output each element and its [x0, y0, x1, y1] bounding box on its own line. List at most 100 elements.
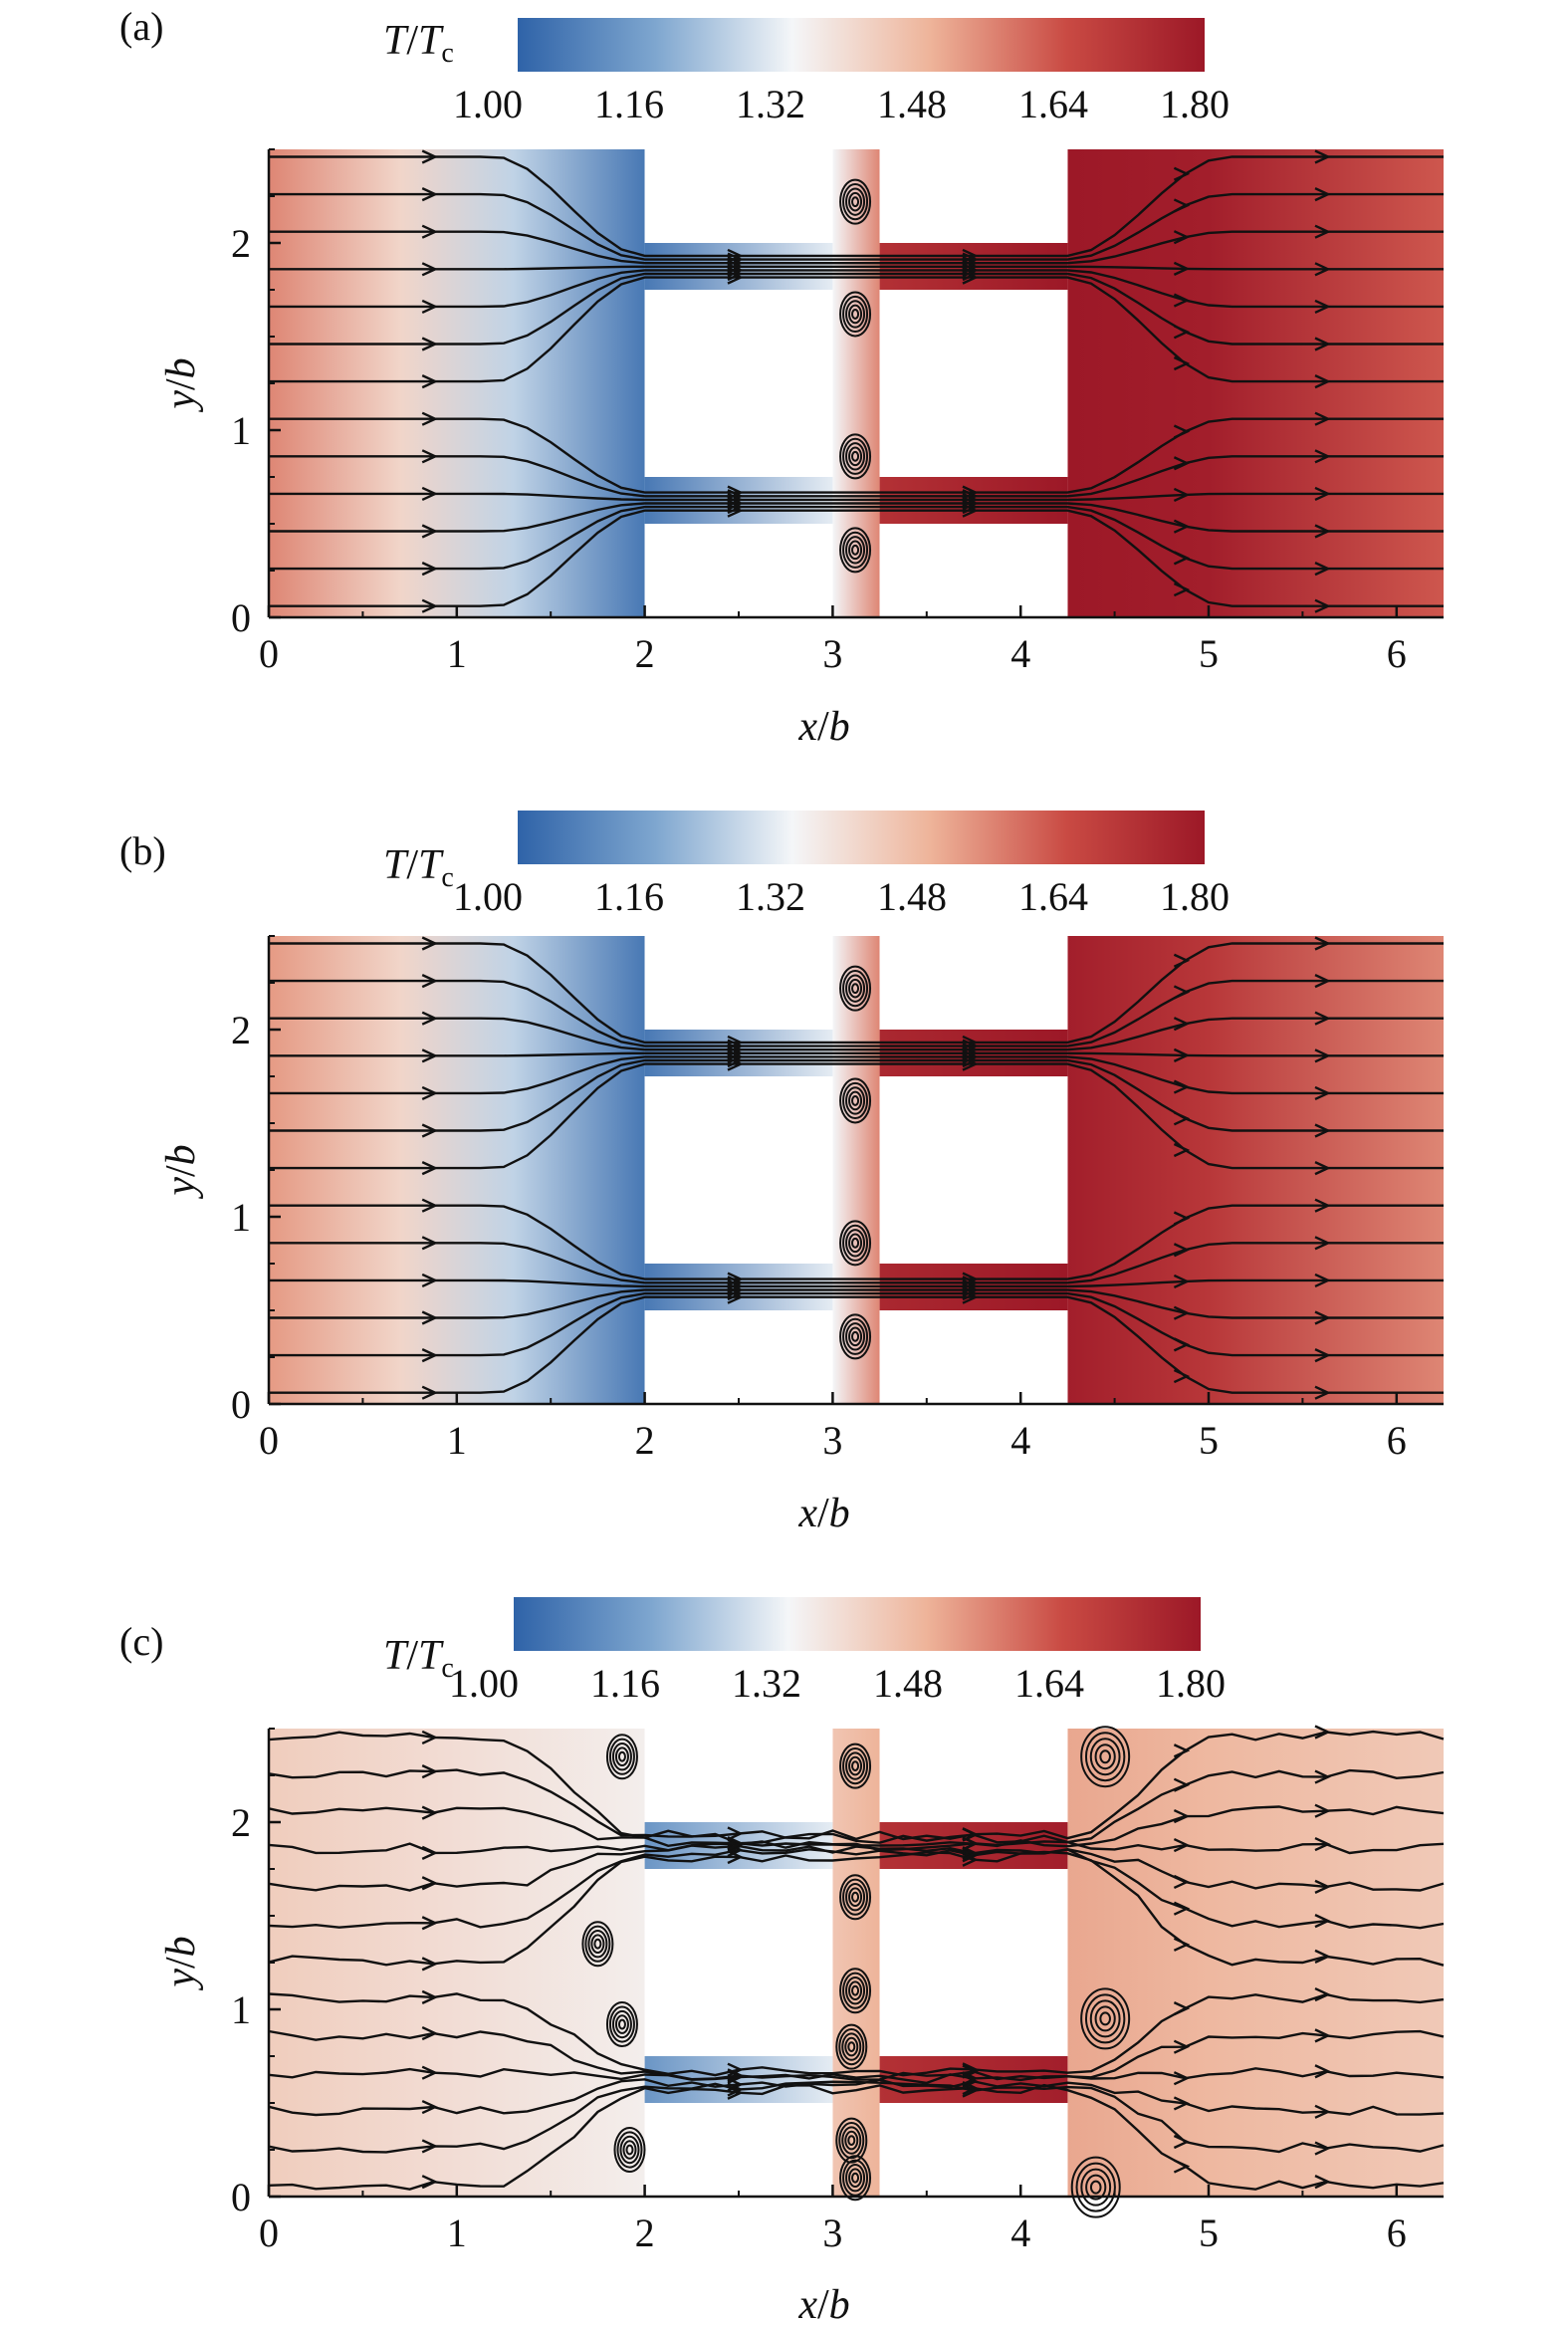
streamline-arrow — [1173, 551, 1191, 566]
streamline-arrow — [1314, 2141, 1331, 2156]
streamline-arrow — [1314, 1949, 1331, 1964]
streamline — [269, 979, 1444, 1047]
streamline-arrow — [1314, 1914, 1331, 1929]
streamline-arrow — [962, 248, 979, 264]
colorbar-title: T/Tc — [383, 1633, 454, 1684]
streamline — [269, 1058, 1444, 1132]
left-region — [269, 936, 645, 1404]
streamline-arrow — [421, 411, 439, 426]
streamline-arrow — [1173, 293, 1191, 308]
colorbar-tick-label: 1.32 — [736, 874, 805, 919]
streamline-arrow — [1173, 1874, 1191, 1890]
vortex — [839, 965, 872, 1012]
streamline-arrow — [421, 1123, 439, 1138]
streamline-arrow — [1314, 1837, 1331, 1852]
y-tick-label: 0 — [231, 595, 251, 640]
streamline-arrow — [1314, 562, 1331, 577]
streamline-arrow — [1314, 149, 1331, 164]
streamline-arrow — [1173, 487, 1191, 503]
streamline-arrow — [1173, 1047, 1191, 1062]
solid-block — [879, 149, 1068, 243]
streamline-arrow — [1173, 985, 1191, 1000]
gap-region — [832, 149, 880, 617]
colorbar-tick-label: 1.64 — [1018, 874, 1088, 919]
vortex — [581, 1921, 614, 1968]
y-tick-label: 2 — [231, 1800, 251, 1845]
streamline — [268, 2080, 1445, 2154]
vortex — [839, 291, 872, 338]
solid-block — [644, 290, 833, 477]
streamline-arrow — [1314, 1123, 1331, 1138]
colorbar-tick-label: 1.48 — [877, 82, 947, 126]
x-tick-label: 2 — [635, 1418, 655, 1463]
streamline-arrow — [1173, 1777, 1191, 1792]
streamline-arrow — [1173, 1901, 1191, 1916]
vortex — [839, 527, 872, 574]
streamline-arrow — [1314, 2104, 1331, 2119]
streamline — [269, 1017, 1444, 1051]
solid-block — [644, 1869, 833, 2056]
streamline-arrow — [1314, 2064, 1331, 2079]
x-tick-label: 2 — [635, 631, 655, 676]
colorbar — [514, 1597, 1201, 1651]
streamline — [269, 505, 1444, 571]
streamline-arrow — [1314, 1348, 1331, 1363]
panel-b: (b) T/Tc 1.00 1.16 1.32 1.48 1.64 1.80 0 1 2 3 4 5… — [119, 811, 1444, 1536]
streamline — [269, 1291, 1444, 1357]
streamline-arrow — [421, 1348, 439, 1363]
streamline-arrow — [1314, 187, 1331, 202]
vortex — [839, 1313, 872, 1360]
streamline-arrow — [421, 1048, 439, 1063]
colorbar-tick-label: 1.64 — [1018, 82, 1088, 126]
streamline — [269, 269, 1444, 309]
streamline-arrow — [421, 598, 439, 613]
streamline-arrow — [962, 1272, 979, 1286]
y-tick-label: 0 — [231, 1382, 251, 1427]
streamline-arrow — [1173, 166, 1191, 181]
colorbar — [518, 18, 1205, 72]
right-region — [1067, 1729, 1444, 2197]
x-tick-label: 4 — [1010, 2210, 1030, 2255]
streamline-arrow — [1314, 224, 1331, 239]
streamline-arrow — [1314, 974, 1331, 989]
streamline-arrow — [1314, 1769, 1331, 1784]
streamline-arrow — [421, 1916, 439, 1931]
streamline-arrow — [421, 1385, 439, 1400]
streamline — [268, 2029, 1445, 2081]
solid-block — [879, 936, 1068, 1030]
streamline-arrow — [1314, 299, 1331, 315]
colorbar-tick-label: 1.32 — [732, 1661, 801, 1706]
streamline-arrow — [1173, 456, 1191, 471]
panel-label: (b) — [119, 828, 166, 873]
solid-block — [644, 524, 833, 617]
streamline-arrow — [962, 2064, 979, 2079]
colorbar-tick-label: 1.64 — [1014, 1661, 1084, 1706]
vortex — [605, 1734, 638, 1780]
vortex — [839, 1743, 872, 1789]
streamline-arrow — [1314, 374, 1331, 389]
solid-block — [879, 2103, 1068, 2197]
streamline-arrow — [421, 524, 439, 539]
colorbar-tick-labels: 1.00 1.16 1.32 1.48 1.64 1.80 — [453, 874, 1230, 919]
streamline-arrow — [727, 1836, 744, 1851]
streamline-arrow — [1173, 198, 1191, 213]
streamline-arrow — [1314, 1236, 1331, 1251]
streamline-arrow — [1173, 1305, 1191, 1320]
streamline-arrow — [1173, 230, 1191, 245]
streamline-arrow — [1173, 582, 1191, 597]
streamline-arrow — [1314, 1879, 1331, 1894]
streamline-arrow — [421, 2175, 439, 2190]
streamline-arrow — [1173, 1808, 1191, 1824]
streamline — [269, 1062, 1444, 1170]
x-tick-label: 3 — [822, 631, 842, 676]
x-tick-label: 3 — [822, 1418, 842, 1463]
streamline-arrow — [421, 1273, 439, 1288]
x-axis-title: x/b — [797, 1491, 849, 1536]
solid-block — [644, 1076, 833, 1264]
vortex — [1070, 2156, 1121, 2218]
streamline — [269, 1242, 1444, 1284]
streamline-arrow — [421, 374, 439, 389]
colorbar-tick-labels: 1.00 1.16 1.32 1.48 1.64 1.80 — [453, 82, 1230, 126]
y-axis-title: y/b — [158, 1936, 204, 1990]
streamline-arrow — [962, 1852, 979, 1867]
